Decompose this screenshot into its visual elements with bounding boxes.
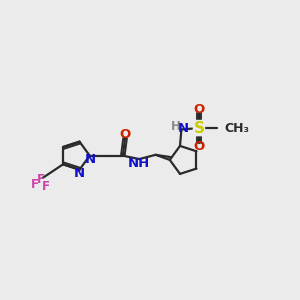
Text: F: F (37, 173, 45, 186)
Text: F: F (31, 178, 39, 190)
Text: N: N (177, 122, 188, 135)
Text: F: F (42, 181, 50, 194)
Text: H: H (171, 120, 181, 133)
Text: CH₃: CH₃ (224, 122, 249, 135)
Text: S: S (194, 121, 205, 136)
Text: O: O (193, 140, 205, 153)
Text: N: N (74, 167, 85, 180)
Text: O: O (119, 128, 131, 141)
Text: N: N (84, 153, 95, 166)
Text: NH: NH (128, 157, 150, 170)
Text: O: O (193, 103, 205, 116)
